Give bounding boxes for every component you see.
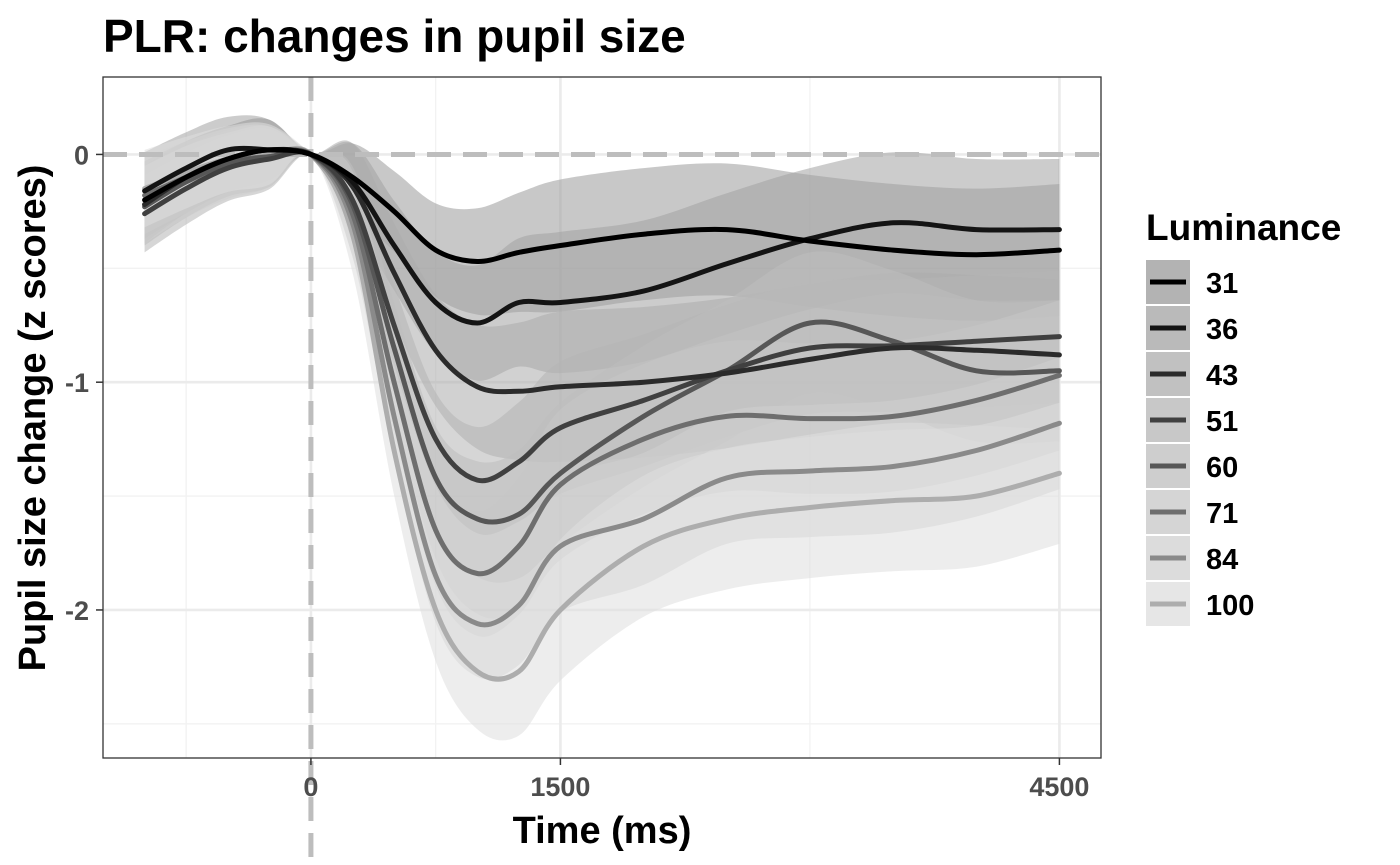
x-tick-label: 0 [303, 772, 318, 802]
legend-label-71: 71 [1206, 498, 1238, 530]
legend: Luminance 31 36 43 51 60 71 84 100 [1146, 207, 1341, 626]
ribbon-layer [144, 115, 1060, 741]
series-line-31 [142, 147, 1062, 265]
chart-title: PLR: changes in pupil size [103, 10, 686, 62]
legend-title: Luminance [1146, 207, 1341, 248]
x-tick-label: 4500 [1029, 772, 1089, 802]
legend-label-60: 60 [1206, 452, 1238, 484]
ribbon-60 [144, 125, 1060, 583]
legend-label-31: 31 [1206, 268, 1238, 300]
legend-label-100: 100 [1206, 590, 1254, 622]
legend-label-36: 36 [1206, 314, 1238, 346]
ribbon-100 [144, 122, 1060, 741]
panel-border [102, 76, 1102, 759]
legend-label-84: 84 [1206, 544, 1238, 576]
y-tick-label: -2 [65, 596, 89, 626]
series-line-51 [142, 149, 1062, 484]
y-tick-label: 0 [74, 140, 89, 170]
legend-label-51: 51 [1206, 406, 1238, 438]
x-tick-label: 1500 [530, 772, 590, 802]
y-tick-label: -1 [65, 368, 89, 398]
y-axis-title: Pupil size change (z scores) [12, 165, 54, 672]
axis-ticks: 0 1500 4500 0 -1 -2 [65, 140, 1089, 802]
series-lines [142, 145, 1062, 682]
legend-label-43: 43 [1206, 360, 1238, 392]
x-axis-title: Time (ms) [513, 810, 692, 852]
